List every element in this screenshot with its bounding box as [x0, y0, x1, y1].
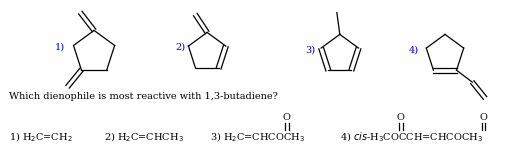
Text: 3): 3) — [305, 46, 316, 55]
Text: 4) $\it{cis}$-H$_3$COCCH=CHCOCH$_3$: 4) $\it{cis}$-H$_3$COCCH=CHCOCH$_3$ — [340, 131, 483, 144]
Text: 2) H$_2$C=CHCH$_3$: 2) H$_2$C=CHCH$_3$ — [104, 131, 184, 144]
Text: 3) H$_2$C=CHCOCH$_3$: 3) H$_2$C=CHCOCH$_3$ — [210, 131, 305, 144]
Text: 1): 1) — [55, 43, 65, 52]
Text: 1) H$_2$C=CH$_2$: 1) H$_2$C=CH$_2$ — [8, 131, 72, 144]
Text: 4): 4) — [409, 46, 419, 55]
Text: O: O — [397, 113, 405, 122]
Text: O: O — [283, 113, 291, 122]
Text: Which dienophile is most reactive with 1,3-butadiene?: Which dienophile is most reactive with 1… — [8, 92, 278, 101]
Text: O: O — [479, 113, 487, 122]
Text: 2): 2) — [176, 43, 186, 52]
